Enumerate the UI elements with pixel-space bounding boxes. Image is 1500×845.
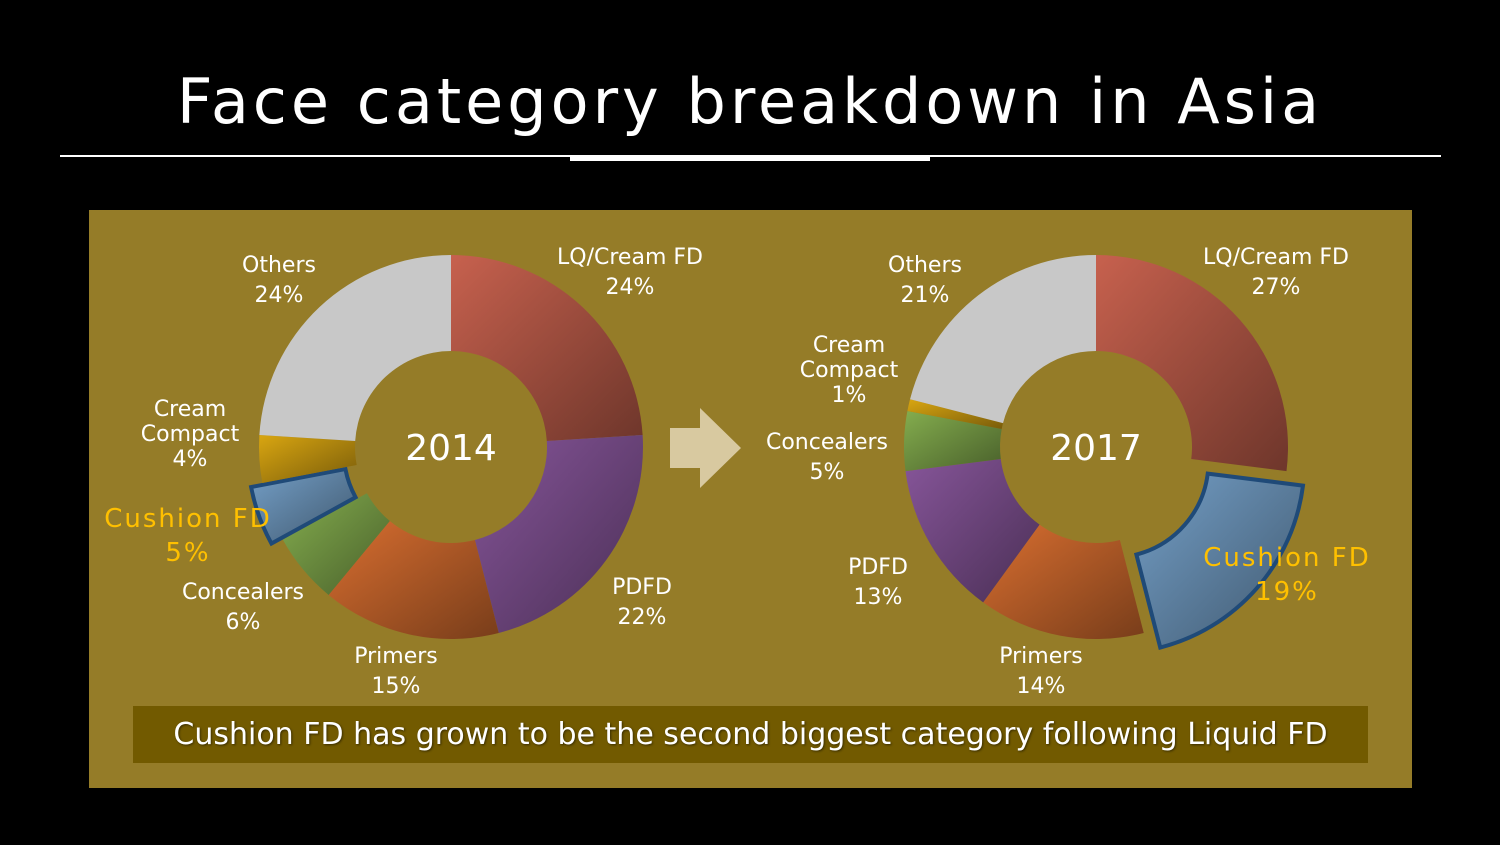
page-title: Face category breakdown in Asia bbox=[176, 65, 1324, 138]
center-label-2017: 2017 bbox=[1050, 428, 1142, 469]
label-2017-cream-compact: Cream Compact 1% bbox=[800, 333, 899, 408]
label-2017-lq-cream-fd: LQ/Cream FD 27% bbox=[1203, 245, 1349, 300]
label-2017-others: Others 21% bbox=[888, 253, 962, 308]
center-label-2014: 2014 bbox=[405, 428, 497, 469]
slice-2017-others bbox=[910, 255, 1096, 424]
label-2017-concealers: Concealers 5% bbox=[766, 430, 888, 485]
label-2014-cream-compact: Cream Compact 4% bbox=[141, 397, 240, 472]
caption-box bbox=[133, 706, 1368, 763]
label-2017-primers: Primers 14% bbox=[999, 644, 1083, 699]
slice-2014-cushion-fd bbox=[248, 466, 359, 547]
label-2014-lq-cream-fd: LQ/Cream FD 24% bbox=[557, 245, 703, 300]
slice-2014-cream-compact bbox=[259, 434, 357, 483]
title-underline-accent bbox=[570, 155, 930, 161]
label-2014-concealers: Concealers 6% bbox=[182, 580, 304, 635]
slice-2017-lq-cream-fd bbox=[1096, 255, 1288, 472]
label-2014-others: Others 24% bbox=[242, 253, 316, 308]
label-2014-primers: Primers 15% bbox=[354, 644, 438, 699]
caption-text: Cushion FD has grown to be the second bi… bbox=[173, 717, 1328, 752]
slice-2017-primers bbox=[983, 524, 1144, 639]
slice-2017-cream-compact bbox=[907, 399, 1004, 430]
slice-2014-pdfd bbox=[474, 434, 643, 633]
arrow-icon bbox=[670, 408, 741, 488]
slice-2014-lq-cream-fd bbox=[451, 255, 643, 441]
slice-2017-cushion-fd bbox=[1133, 471, 1306, 650]
slice-2014-others bbox=[259, 255, 451, 441]
label-2017-pdfd: PDFD 13% bbox=[848, 555, 908, 610]
slice-2014-primers bbox=[328, 520, 499, 640]
slice-2017-pdfd bbox=[905, 459, 1040, 603]
label-2014-cushion-fd: Cushion FD 5% bbox=[104, 504, 272, 568]
label-2017-cushion-fd: Cushion FD 19% bbox=[1203, 543, 1371, 607]
slice-2014-concealers bbox=[282, 493, 390, 595]
label-2014-pdfd: PDFD 22% bbox=[612, 575, 672, 630]
slice-2017-concealers bbox=[904, 411, 1002, 472]
